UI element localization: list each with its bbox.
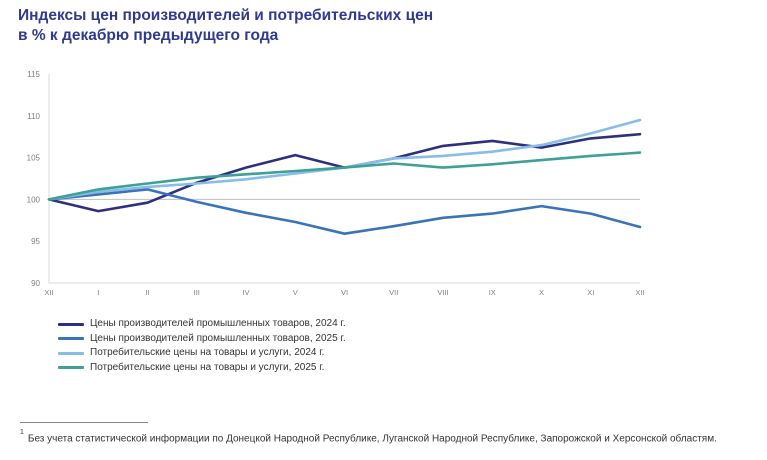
chart-title: Индексы цен производителей и потребитель… [18,6,433,46]
legend-label: Цены производителей промышленных товаров… [90,332,346,344]
legend-item-2: Цены производителей промышленных товаров… [58,332,346,347]
chart-legend: Цены производителей промышленных товаров… [58,317,346,375]
legend-swatch [58,351,84,355]
legend-label: Цены производителей промышленных товаров… [90,318,346,329]
legend-item-3: Потребительские цены на товары и услуги,… [58,346,346,361]
y-tick-label: 105 [27,154,41,163]
series-line-4 [47,151,642,201]
x-tick-label: XII [635,288,644,297]
footnote-divider [20,422,148,423]
legend-swatch [58,337,84,341]
x-tick-label: VIII [437,288,448,297]
series-line-2 [47,188,642,235]
x-tick-label: V [293,288,298,297]
x-tick-label: XII [44,288,53,297]
x-tick-label: X [539,288,544,297]
y-tick-label: 90 [31,279,40,288]
y-tick-label: 115 [27,70,40,79]
x-tick-label: XI [587,288,594,297]
chart-title-line-2: в % к декабрю предыдущего года [18,27,279,44]
footnote-marker: 1 [20,429,24,436]
footnote-text: Без учета статистической информации по Д… [27,433,717,445]
y-tick-label: 95 [31,237,40,246]
legend-item-4: Потребительские цены на товары и услуги,… [58,361,346,376]
legend-label: Потребительские цены на товары и услуги,… [90,347,325,358]
legend-swatch [58,366,84,370]
x-tick-label: IV [242,288,249,297]
y-tick-label: 110 [27,112,40,121]
x-tick-label: III [194,288,200,297]
x-tick-label: II [145,288,149,297]
y-tick-label: 100 [27,195,41,204]
x-tick-label: VII [389,288,398,297]
legend-swatch [58,322,84,326]
footnote: 1Без учета статистической информации по … [20,429,717,445]
x-tick-label: IX [489,288,496,297]
x-tick-label: I [97,288,99,297]
legend-label: Потребительские цены на товары и услуги,… [90,361,325,373]
chart-title-line-1: Индексы цен производителей и потребитель… [18,7,434,24]
legend-item-1: Цены производителей промышленных товаров… [58,317,346,332]
x-tick-label: VI [341,288,348,297]
